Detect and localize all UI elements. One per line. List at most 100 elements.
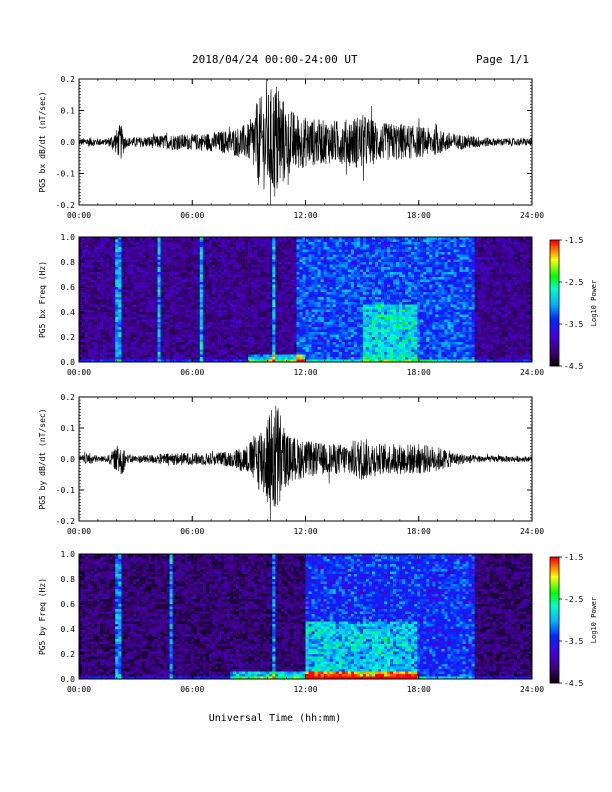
spectrogram-cell [302,344,306,348]
spectrogram-cell [248,339,252,343]
spectrogram-cell [338,332,343,335]
spectrogram-cell [106,289,110,293]
spectrogram-cell [130,349,134,353]
spectrogram-cell [278,344,282,348]
spectrogram-cell [157,299,161,303]
spectrogram-cell [205,327,210,330]
spectrogram-cell [236,237,240,240]
spectrogram-cell [169,277,173,280]
spectrogram-cell [94,344,98,348]
spectrogram-cell [154,334,158,338]
spectrogram-cell [329,277,333,280]
spectrogram-cell [254,259,258,263]
spectrogram-cell [208,282,213,285]
spectrogram-cell [320,349,324,353]
spectrogram-cell [296,237,300,240]
spectrogram-cell [305,344,309,348]
spectrogram-cell [94,349,98,353]
spectrogram-cell [205,277,210,280]
spectrogram-cell [305,312,309,315]
spectrogram-cell [266,312,270,315]
spectrogram-cell [284,317,288,320]
spectrogram-cell [169,324,173,328]
spectrogram-cell [85,259,89,263]
spectrogram-cell [251,312,255,315]
spectrogram-cell [163,304,167,308]
page-indicator: Page 1/1 [476,53,529,66]
spectrogram-cell [121,239,125,243]
spectrogram-cell [226,279,231,283]
spectrogram-cell [350,319,355,323]
spectrogram-cell [160,337,164,340]
spectrogram-cell [187,337,192,340]
spectrogram-cell [97,302,101,305]
spectrogram-cell [314,282,318,285]
spectrogram-cell [263,317,267,320]
spectrogram-cell [181,347,185,350]
spectrogram-cell [142,347,146,350]
spectrogram-cell [169,259,173,263]
spectrogram-cell [187,344,192,348]
spectrogram-cell [205,337,210,340]
spectrogram-cell [302,299,306,303]
spectrogram-cell [317,327,321,330]
spectrogram-cell [269,274,273,278]
spectrogram-cell [91,319,95,323]
spectrogram-cell [350,347,355,350]
spectrogram-cell [214,292,219,295]
spectrogram-cell [359,277,364,280]
spectrogram-cell [287,247,291,250]
spectrogram-cell [106,242,110,245]
spectrogram-cell [308,332,312,335]
spectrogram-cell [211,244,216,248]
spectrogram-cell [202,287,207,290]
spectrogram-cell [94,359,98,363]
spectrogram-cell [157,354,161,358]
spectrogram-cell [230,332,234,335]
spectrogram-cell [329,294,333,298]
spectrogram-cell [329,357,333,360]
spectrogram-cell [251,289,255,293]
spectrogram-cell [211,344,216,348]
spectrogram-cell [205,287,210,290]
spectrogram-cell [344,342,349,345]
spectrogram-cell [208,267,213,270]
spectrogram-cell [190,277,195,280]
spectrogram-cell [338,334,343,338]
spectrogram-cell [136,299,140,303]
spectrogram-cell [106,277,110,280]
spectrogram-cell [332,304,336,308]
spectrogram-cell [278,289,282,293]
spectrogram-cell [169,294,173,298]
spectrogram-cell [233,262,237,265]
spectrogram-cell [254,242,258,245]
spectrogram-cell [79,312,83,315]
spectrogram-cell [341,337,346,340]
spectrogram-cell [320,322,324,325]
spectrogram-cell [196,257,201,260]
spectrogram-cell [299,327,303,330]
spectrogram-cell [154,274,158,278]
spectrogram-cell [350,254,355,258]
spectrogram-cell [326,304,330,308]
spectrogram-cell [154,324,158,328]
spectrogram-cell [190,279,195,283]
waveform-series [78,78,533,206]
spectrogram-cell [136,314,140,318]
spectrogram-cell [344,264,349,268]
spectrogram-cell [100,262,104,265]
spectrogram-cell [257,272,261,275]
spectrogram-cell [178,307,182,310]
spectrogram-cell [302,339,306,343]
spectrogram-cell [163,252,167,255]
spectrogram-cell [172,342,176,345]
spectrogram-cell [223,274,228,278]
spectrogram-cell [260,252,264,255]
spectrogram-cell [148,279,152,283]
spectrogram-cell [233,249,237,253]
spectrogram-cell [109,262,113,265]
spectrogram-cell [166,287,170,290]
spectrogram-cell [136,287,140,290]
spectrogram-cell [272,339,276,343]
spectrogram-cell [257,257,261,260]
